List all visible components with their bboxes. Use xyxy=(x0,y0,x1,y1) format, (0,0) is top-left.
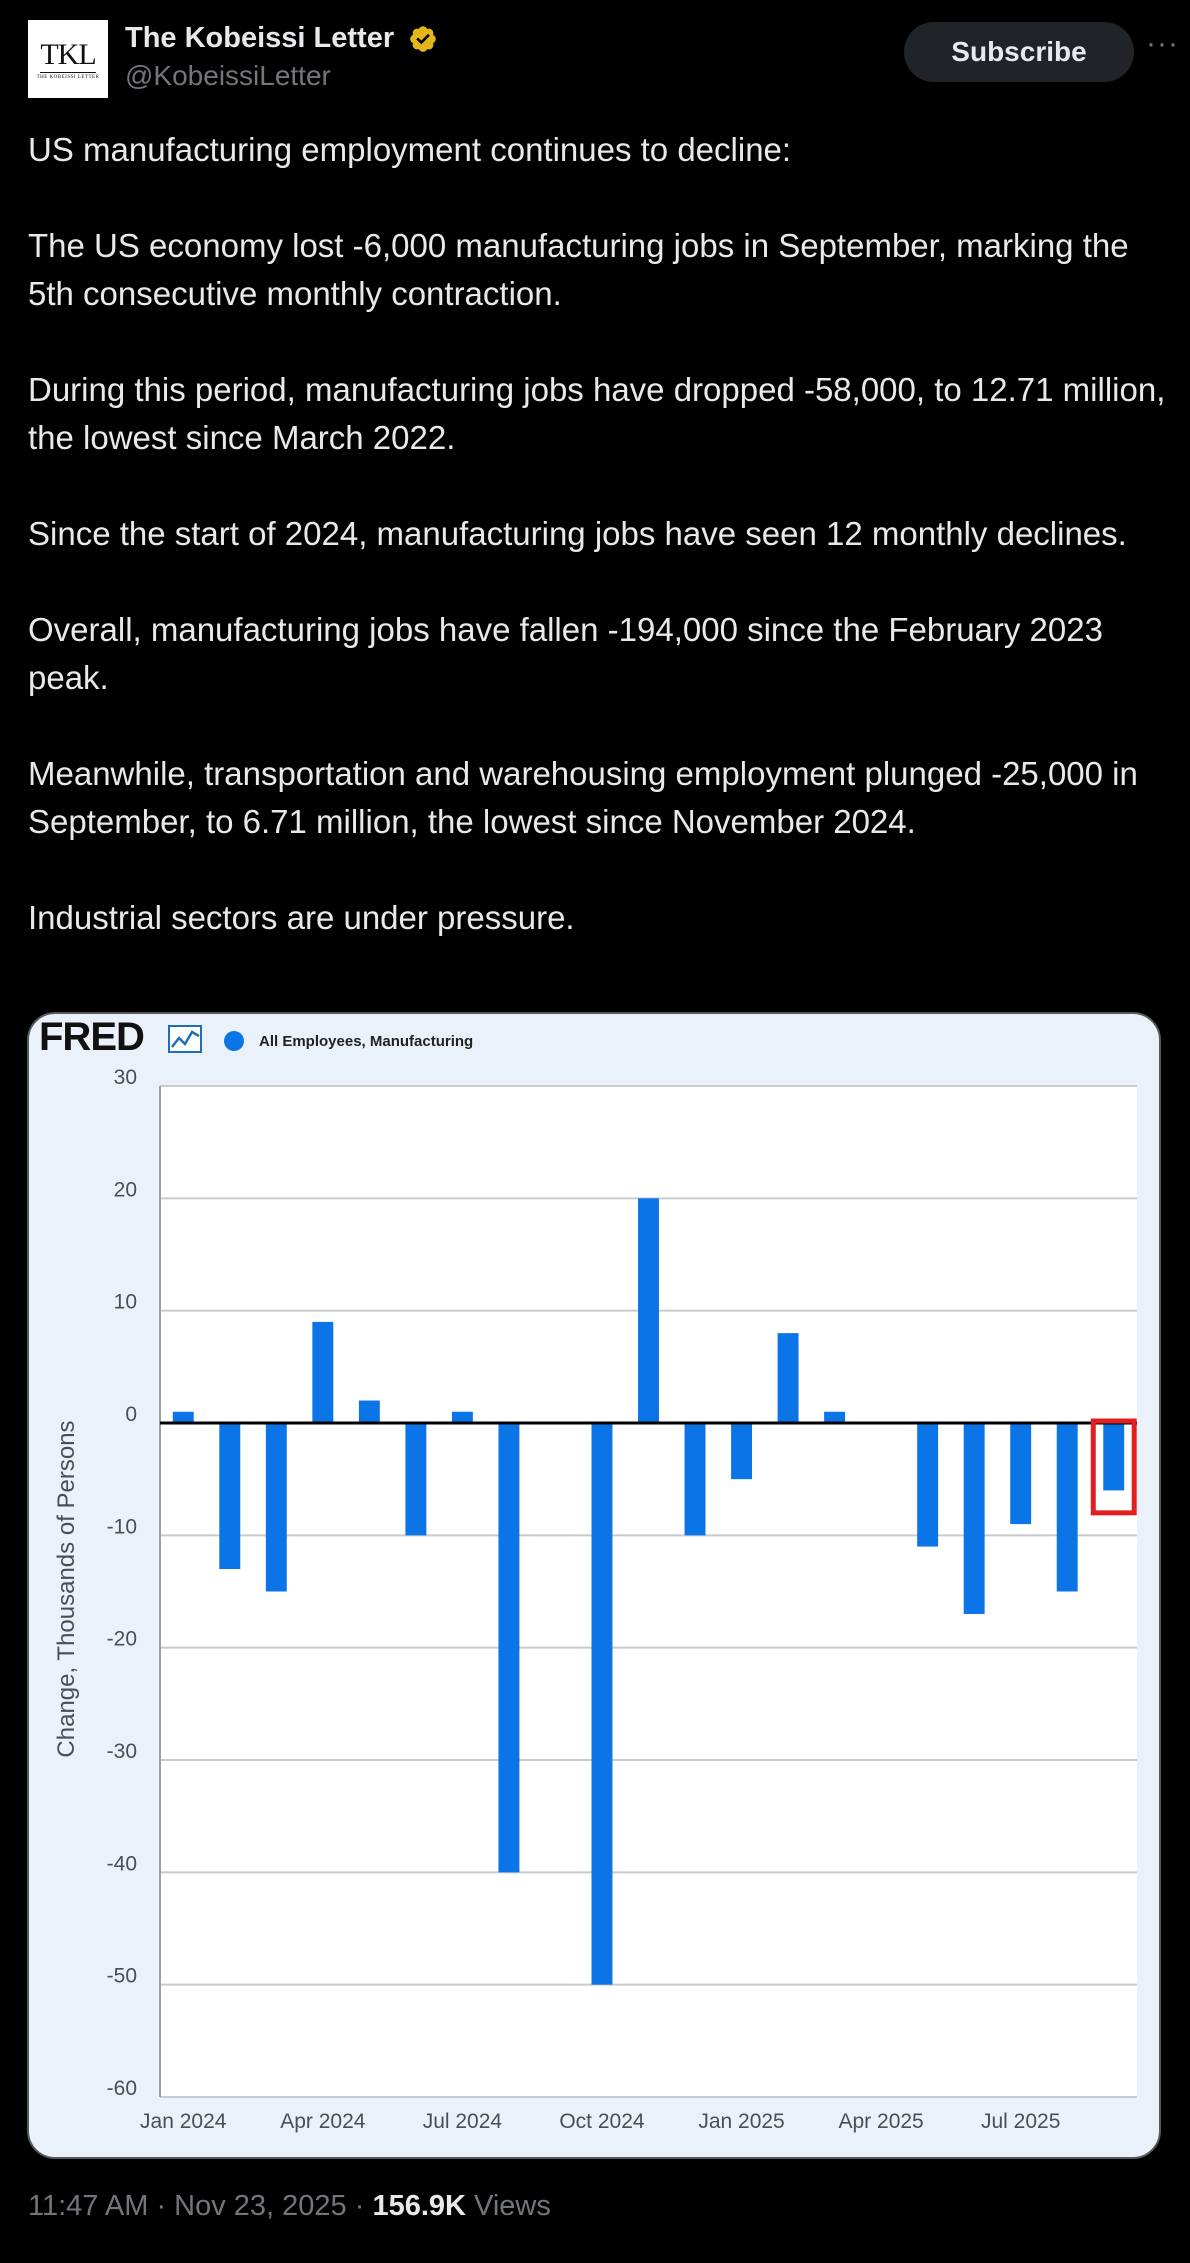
avatar[interactable]: TKL THE KOBEISSI LETTER xyxy=(28,20,108,98)
chart-bar xyxy=(1103,1423,1125,1491)
tweet-footer: 11:47 AM · Nov 23, 2025 · 156.9K Views xyxy=(28,2190,551,2223)
chart-bar xyxy=(591,1423,613,1985)
verified-badge-icon xyxy=(410,26,436,52)
fred-logo: FRED xyxy=(39,1015,144,1059)
chart-bar xyxy=(312,1321,334,1423)
x-tick-label: Jan 2024 xyxy=(140,2110,227,2133)
tweet-time[interactable]: 11:47 AM xyxy=(28,2190,149,2222)
avatar-monogram: TKL xyxy=(40,38,97,73)
chart-bar xyxy=(219,1423,241,1570)
y-tick-label: -20 xyxy=(107,1628,137,1651)
x-tick-label: Jan 2025 xyxy=(698,2110,784,2133)
y-tick-label: -40 xyxy=(107,1852,137,1875)
chart-bar xyxy=(498,1423,520,1873)
chart-bar xyxy=(638,1198,659,1423)
chart-bar xyxy=(1010,1423,1032,1525)
x-tick-label: Apr 2025 xyxy=(839,2110,924,2133)
tweet-paragraph: Overall, manufacturing jobs have fallen … xyxy=(28,611,1103,696)
tweet-date[interactable]: Nov 23, 2025 xyxy=(174,2190,347,2222)
legend-label: All Employees, Manufacturing xyxy=(259,1033,473,1050)
views-label: Views xyxy=(465,2190,551,2222)
fred-graph-icon-line xyxy=(171,1030,200,1048)
y-tick-label: 20 xyxy=(114,1178,137,1201)
x-tick-label: Apr 2024 xyxy=(280,2110,366,2133)
y-tick-label: 30 xyxy=(114,1066,137,1089)
tweet-paragraph: US manufacturing employment continues to… xyxy=(28,131,792,168)
footer-separator: · xyxy=(148,2190,175,2222)
chart-image[interactable]: 30 20 10 0 -10 -20 -30 -40 -50 -60 Jan 2024 Apr 202… xyxy=(27,1012,1161,2159)
tweet-paragraph: Since the start of 2024, manufacturing j… xyxy=(28,515,1127,552)
chart-bar xyxy=(451,1411,473,1423)
more-options-icon[interactable]: ··· xyxy=(1146,27,1179,60)
chart-bar xyxy=(1056,1423,1078,1592)
chart-bar xyxy=(824,1411,846,1423)
y-tick-label: -30 xyxy=(107,1740,137,1763)
avatar-subtext: THE KOBEISSI LETTER xyxy=(36,75,100,80)
x-tick-label: Jul 2024 xyxy=(423,2110,503,2133)
views-count: 156.9K xyxy=(372,2190,466,2222)
footer-separator: · xyxy=(346,2190,373,2222)
y-axis-title: Change, Thousands of Persons xyxy=(53,1420,80,1757)
fred-graph-icon xyxy=(168,1025,202,1053)
chart-bar xyxy=(963,1423,985,1614)
tweet-header: TKL THE KOBEISSI LETTER The Kobeissi Let… xyxy=(28,20,1178,98)
chart-bar xyxy=(917,1423,939,1547)
chart-bar xyxy=(777,1333,799,1423)
x-tick-label: Jul 2025 xyxy=(981,2110,1060,2133)
y-tick-label: 0 xyxy=(125,1403,137,1426)
tweet-paragraph: During this period, manufacturing jobs h… xyxy=(28,371,1166,456)
legend-marker xyxy=(224,1031,244,1051)
chart-bar xyxy=(358,1400,380,1423)
author-name[interactable]: The Kobeissi Letter xyxy=(125,22,395,54)
chart-bar xyxy=(265,1423,287,1592)
tweet-text: US manufacturing employment continues to… xyxy=(28,126,1168,942)
chart-bar xyxy=(172,1411,194,1423)
subscribe-button[interactable]: Subscribe xyxy=(904,22,1134,82)
tweet-paragraph: Industrial sectors are under pressure. xyxy=(28,899,575,936)
chart-bar xyxy=(405,1423,427,1536)
x-tick-label: Oct 2024 xyxy=(559,2110,645,2133)
y-tick-label: -10 xyxy=(107,1515,137,1538)
tweet-paragraph: Meanwhile, transportation and warehousin… xyxy=(28,755,1138,840)
y-tick-label: -50 xyxy=(107,1965,137,1988)
y-tick-label: 10 xyxy=(114,1291,137,1314)
highlight-box xyxy=(1090,1418,1137,1516)
chart-bar xyxy=(731,1423,753,1480)
author-handle[interactable]: @KobeissiLetter xyxy=(125,60,331,91)
chart-bar xyxy=(684,1423,706,1536)
tweet-paragraph: The US economy lost -6,000 manufacturing… xyxy=(28,227,1129,312)
y-tick-label: -60 xyxy=(107,2077,137,2100)
